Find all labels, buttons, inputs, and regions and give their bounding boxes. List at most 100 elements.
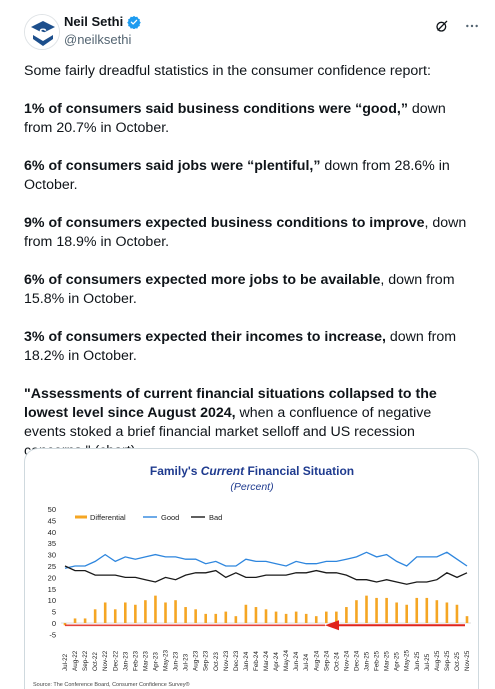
x-tick-label: Jul-24 (303, 653, 310, 671)
differential-bar (375, 597, 378, 623)
display-name[interactable]: Neil Sethi (64, 14, 124, 29)
x-tick-label: Apr-25 (394, 652, 401, 671)
differential-bar (355, 600, 358, 623)
financial-situation-chart: Family's Current Financial Situation (Per… (33, 464, 471, 688)
grok-icon[interactable] (434, 18, 450, 34)
x-tick-label: Nov-22 (102, 650, 109, 671)
stat-rest: , down from 15.8% in October. (24, 272, 455, 307)
chart-source: Source: The Conference Board, Consumer C… (33, 681, 190, 688)
x-tick-label: May-25 (404, 650, 411, 671)
differential-bar (415, 597, 419, 623)
x-tick-label: Sep-25 (444, 650, 451, 671)
differential-bar (294, 611, 298, 623)
stat-paragraph: 6% of consumers said jobs were “plentifu… (24, 157, 470, 195)
legend-differential-label: Differential (90, 513, 126, 522)
stat-rest: down from 20.7% in October. (24, 101, 446, 136)
differential-bar (244, 604, 248, 623)
differential-bar (314, 616, 318, 623)
chart-subtitle: (Percent) (230, 481, 273, 493)
differential-bar (335, 611, 338, 623)
differential-bar (445, 602, 449, 623)
stat-bold: 1% of consumers said business conditions… (24, 101, 408, 117)
differential-bar (405, 604, 408, 623)
differential-bar (174, 600, 177, 623)
differential-bar (164, 602, 167, 623)
y-tick-label: 50 (48, 505, 56, 514)
stat-rest: down from 28.6% in October. (24, 158, 450, 193)
tweet-intro: Some fairly dreadful statistics in the c… (24, 63, 431, 79)
stat-bold: 9% of consumers expected business condit… (24, 215, 425, 231)
x-tick-label: Feb-25 (374, 651, 381, 671)
differential-bar (254, 607, 258, 623)
stat-bold: 6% of consumers said jobs were “plentifu… (24, 158, 321, 174)
differential-bar (455, 604, 459, 623)
verified-badge-icon (127, 15, 142, 29)
x-tick-label: Mar-24 (263, 651, 270, 671)
y-tick-label: 15 (48, 585, 56, 594)
y-tick-label: -5 (49, 630, 56, 639)
x-tick-label: Sep-23 (203, 650, 210, 671)
x-tick-label: Sep-24 (323, 650, 330, 671)
avatar[interactable]: S (24, 14, 60, 50)
more-options-icon[interactable] (464, 18, 480, 34)
differential-bar (113, 609, 117, 623)
stat-rest: down from 18.2% in October. (24, 329, 457, 364)
y-tick-label: 20 (48, 573, 56, 582)
legend-good-label: Good (161, 513, 179, 522)
x-tick-label: May-23 (163, 650, 170, 671)
differential-bar (184, 607, 187, 623)
x-tick-label: Aug-24 (313, 650, 320, 671)
red-arrow-head (325, 620, 339, 631)
x-tick-label: Sep-22 (82, 650, 89, 671)
x-tick-label: Aug-25 (434, 650, 441, 671)
x-tick-label: Jul-23 (183, 653, 190, 671)
differential-bar (93, 609, 97, 623)
differential-bar (144, 600, 147, 623)
author-handle[interactable]: @neilksethi (64, 32, 132, 47)
differential-bar (154, 595, 157, 623)
x-tick-label: Nov-25 (464, 650, 471, 671)
differential-bar (234, 616, 238, 623)
legend-bad-label: Bad (209, 513, 222, 522)
y-tick-label: 40 (48, 528, 56, 537)
x-tick-label: Nov-23 (223, 650, 230, 671)
differential-bar (284, 613, 288, 623)
x-tick-label: Apr-23 (152, 652, 159, 671)
x-tick-label: Feb-23 (132, 651, 139, 671)
y-tick-label: 5 (52, 608, 56, 617)
x-tick-label: Mar-23 (142, 651, 149, 671)
stat-rest: , down from 18.9% in October. (24, 215, 467, 250)
differential-bar (124, 602, 127, 623)
y-tick-label: 10 (48, 596, 56, 605)
y-tick-label: 30 (48, 551, 56, 560)
y-tick-label: 0 (52, 619, 56, 628)
bad-line (64, 565, 468, 585)
x-tick-label: Jan-23 (122, 651, 129, 671)
x-tick-label: Oct-25 (454, 652, 461, 671)
differential-bar (204, 613, 207, 623)
stat-paragraph: 6% of consumers expected more jobs to be… (24, 271, 470, 309)
differential-bar (425, 597, 429, 623)
y-tick-label: 25 (48, 562, 56, 571)
x-tick-label: Apr-24 (273, 652, 280, 671)
differential-bar (385, 597, 388, 623)
x-tick-label: Aug-23 (193, 650, 200, 671)
stat-bold: 3% of consumers expected their incomes t… (24, 329, 386, 345)
differential-bar (73, 618, 77, 623)
x-tick-label: Nov-24 (343, 650, 350, 671)
chart-image-card[interactable]: Family's Current Financial Situation (Per… (24, 448, 479, 689)
x-tick-label: Dec-24 (353, 650, 360, 671)
differential-bar (134, 604, 137, 623)
y-tick-label: 45 (48, 516, 56, 525)
chart-title: Family's Current Financial Situation (150, 464, 354, 478)
x-tick-label: Dec-22 (112, 650, 119, 671)
x-tick-label: Oct-24 (333, 652, 340, 671)
x-tick-label: Jan-24 (243, 651, 250, 671)
differential-bar (264, 609, 268, 623)
stat-paragraph: 9% of consumers expected business condit… (24, 214, 470, 252)
svg-text:S: S (39, 26, 47, 40)
differential-bar (345, 607, 348, 623)
x-tick-label: Jun-24 (293, 651, 300, 671)
y-tick-label: 35 (48, 539, 56, 548)
stat-paragraph: 1% of consumers said business conditions… (24, 100, 470, 138)
